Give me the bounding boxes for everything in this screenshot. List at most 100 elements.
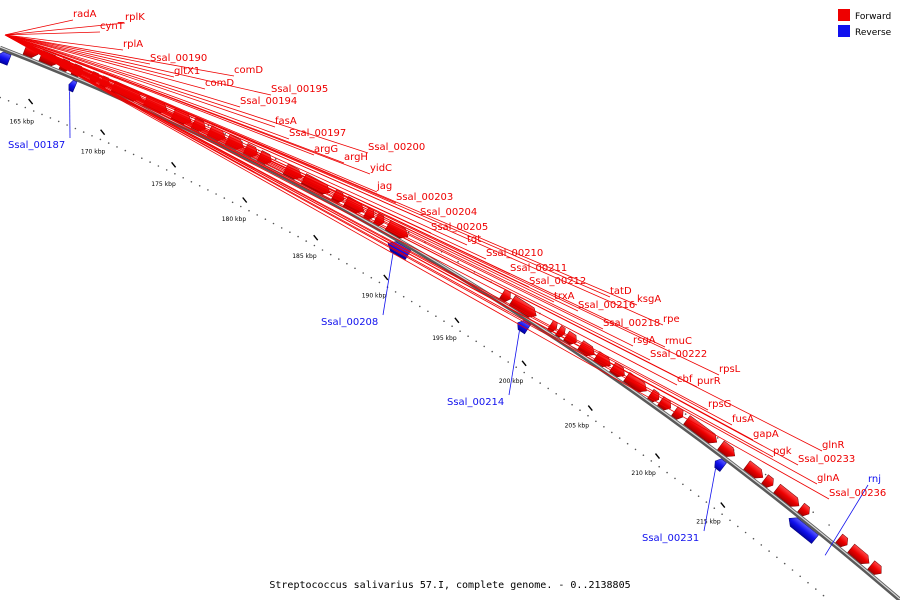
tick-dot bbox=[182, 177, 184, 179]
forward-leader bbox=[4, 34, 678, 386]
tick-dot bbox=[626, 442, 629, 445]
tick-dot bbox=[507, 361, 510, 363]
forward-leader bbox=[4, 34, 369, 154]
forward-gene-label: fasA bbox=[275, 116, 297, 127]
forward-leader bbox=[4, 34, 634, 347]
tick-dot bbox=[149, 161, 151, 163]
tick-dot bbox=[32, 110, 35, 112]
forward-leader bbox=[4, 34, 799, 466]
tick-dot bbox=[807, 581, 809, 584]
tick-dot bbox=[459, 330, 461, 333]
forward-gene-label: Ssal_00203 bbox=[396, 192, 453, 203]
forward-gene-label: Ssal_00212 bbox=[529, 276, 586, 287]
forward-gene bbox=[835, 533, 849, 548]
reverse-gene bbox=[788, 517, 819, 544]
tick-dot bbox=[215, 193, 217, 195]
tick-dot bbox=[684, 413, 687, 415]
tick-dot bbox=[313, 244, 316, 247]
tick-dot bbox=[587, 414, 589, 417]
forward-leader bbox=[5, 31, 101, 36]
forward-gene-label: Ssal_00233 bbox=[798, 454, 855, 465]
forward-leader bbox=[5, 34, 272, 96]
major-tick bbox=[28, 98, 34, 105]
tick-dot bbox=[157, 165, 160, 167]
tick-dot bbox=[419, 305, 421, 308]
tick-dot bbox=[240, 205, 242, 208]
tick-dot bbox=[815, 588, 817, 590]
tick-dot bbox=[812, 511, 814, 513]
forward-leader bbox=[4, 34, 818, 485]
tick-dot bbox=[305, 240, 308, 242]
forward-gene-label: Ssal_00216 bbox=[578, 300, 635, 311]
tick-dot bbox=[231, 201, 234, 204]
major-tick bbox=[242, 197, 248, 203]
tick-dot bbox=[721, 513, 723, 515]
forward-leader bbox=[4, 34, 611, 298]
tick-dot bbox=[116, 146, 118, 148]
tick-dot bbox=[776, 556, 778, 559]
forward-gene-label: purR bbox=[697, 376, 721, 387]
tick-dot bbox=[91, 135, 93, 137]
forward-gene-label: Ssal_00211 bbox=[510, 263, 567, 274]
forward-gene-label: trxA bbox=[554, 291, 575, 302]
tick-dot bbox=[0, 96, 1, 99]
tick-dot bbox=[132, 153, 135, 156]
gene-shape bbox=[683, 415, 718, 444]
forward-leader bbox=[4, 34, 371, 175]
tick-dot bbox=[618, 437, 621, 439]
genome-caption: Streptococcus salivarius 57.I, complete … bbox=[269, 580, 630, 591]
reverse-gene-label: rnj bbox=[868, 474, 881, 485]
forward-gene-label: Ssal_00195 bbox=[271, 84, 328, 95]
tick-dot bbox=[289, 231, 291, 233]
forward-gene-label: glnR bbox=[822, 440, 844, 451]
forward-gene-label: fusA bbox=[732, 414, 754, 425]
forward-gene-label: cbf bbox=[677, 374, 693, 385]
forward-gene-label: comD bbox=[205, 78, 234, 89]
major-tick bbox=[100, 129, 106, 136]
scale-label: 190 kbp bbox=[362, 293, 387, 300]
tick-dot bbox=[467, 335, 469, 338]
forward-gene-label: Ssal_00218 bbox=[603, 318, 660, 329]
forward-gene-label: gapA bbox=[753, 429, 779, 440]
forward-gene-label: Ssal_00194 bbox=[240, 96, 297, 107]
forward-gene-label: rmuC bbox=[665, 336, 692, 347]
gene-shape bbox=[0, 51, 12, 66]
tick-dot bbox=[402, 295, 405, 298]
tick-dot bbox=[362, 272, 365, 274]
legend: Forward Reverse bbox=[838, 9, 892, 38]
gene-shape bbox=[867, 560, 882, 575]
tick-dot bbox=[49, 117, 52, 119]
forward-leader bbox=[4, 34, 290, 140]
minor-ticks bbox=[0, 42, 862, 597]
tick-dot bbox=[729, 519, 731, 522]
forward-leader bbox=[4, 34, 468, 246]
gene-shape bbox=[623, 371, 647, 393]
tick-dot bbox=[354, 267, 356, 270]
forward-leader bbox=[4, 34, 276, 128]
tick-dot bbox=[713, 507, 716, 510]
tick-dot bbox=[410, 300, 413, 303]
reverse-gene-label: Ssal_00208 bbox=[321, 317, 378, 328]
tick-dot bbox=[264, 218, 267, 220]
tick-dot bbox=[74, 127, 77, 130]
scale-label: 165 kbp bbox=[10, 118, 35, 125]
forward-leader bbox=[4, 34, 664, 326]
forward-gene-label: cynT bbox=[100, 21, 125, 32]
tick-dot bbox=[571, 403, 573, 406]
tick-dot bbox=[435, 315, 437, 318]
forward-gene-label: gltX1 bbox=[174, 66, 200, 77]
reverse-gene bbox=[714, 458, 727, 472]
reverse-leader bbox=[382, 253, 394, 316]
legend-reverse-swatch bbox=[838, 25, 850, 37]
tick-dot bbox=[555, 393, 557, 395]
forward-leader bbox=[4, 34, 830, 500]
tick-dot bbox=[791, 569, 794, 571]
forward-gene bbox=[867, 560, 882, 575]
major-tick bbox=[720, 502, 726, 509]
tick-dot bbox=[650, 460, 653, 462]
reverse-gene-label: Ssal_00231 bbox=[642, 533, 699, 544]
forward-gene bbox=[743, 460, 764, 479]
tick-dot bbox=[329, 253, 332, 256]
tick-dot bbox=[682, 483, 684, 486]
